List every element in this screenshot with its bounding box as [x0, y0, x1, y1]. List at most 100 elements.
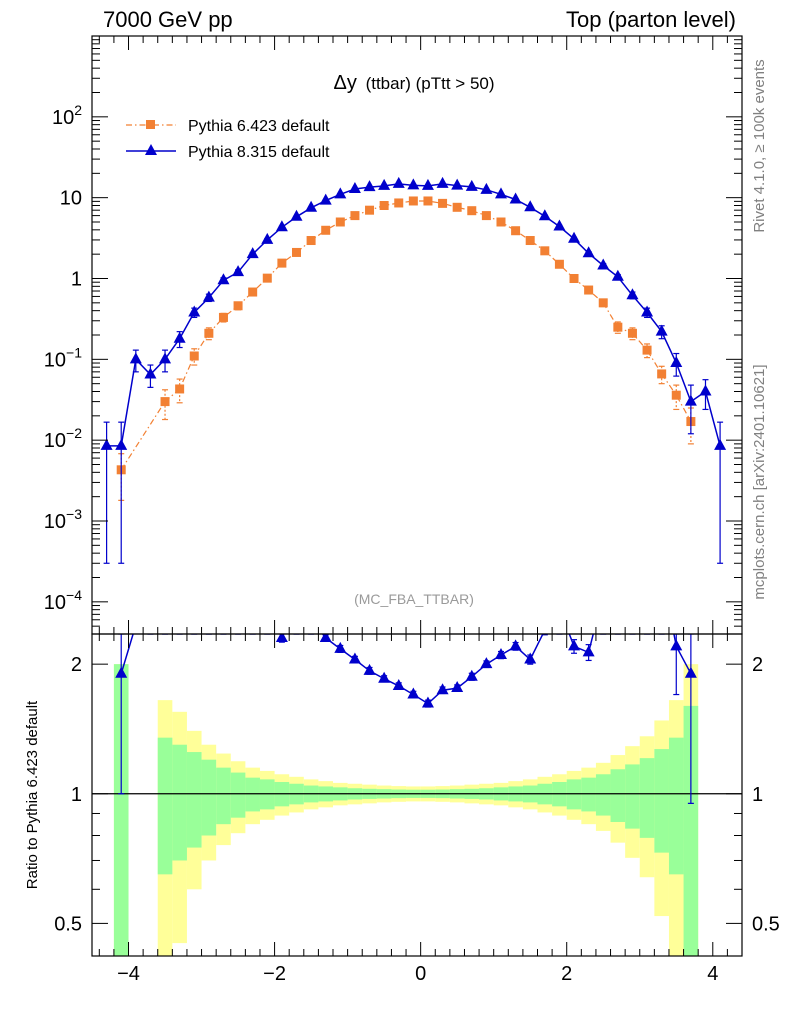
ratio-pythia8-point [494, 648, 507, 660]
pythia6-point [496, 217, 506, 227]
ratio-pythia8-point [407, 687, 420, 699]
pythia8-point [392, 176, 405, 188]
main-ytick-label: 102 [52, 102, 82, 129]
pythia8-point [232, 265, 245, 277]
pythia8-point [421, 178, 434, 190]
ratio-band-inner [683, 705, 699, 956]
pythia8-point [670, 356, 683, 368]
pythia8-point [436, 176, 449, 188]
pythia8-point [582, 246, 595, 258]
ratio-band-inner [201, 759, 217, 836]
pythia6-point [569, 273, 579, 283]
ratio-ytick-label-left: 2 [71, 654, 82, 676]
ratio-band-inner [595, 774, 611, 816]
ratio-ytick-label-left: 0.5 [54, 913, 82, 935]
main-ytick-label-base: 10 [60, 188, 82, 210]
ratio-pythia8-point [509, 639, 522, 651]
pythia8-point [378, 178, 391, 190]
side-label-mcplots: mcplots.cern.ch [arXiv:2401.10621] [751, 364, 768, 599]
pythia6-point [511, 226, 521, 236]
main-ytick-label-exp: −3 [66, 506, 82, 522]
pythia8-point [465, 179, 478, 191]
main-plot-area [100, 176, 727, 564]
ratio-band-inner [245, 777, 260, 812]
pythia8-point [655, 324, 668, 336]
pythia8-point [159, 352, 172, 364]
pythia6-point [598, 298, 608, 308]
ratio-pythia8-point [275, 634, 288, 643]
main-ytick-label: 10−4 [44, 587, 82, 614]
ratio-xtick-label: 2 [561, 963, 572, 985]
ratio-pythia8-point [568, 639, 581, 651]
pythia6-point [306, 236, 316, 246]
main-ytick-label-exp: −1 [66, 344, 82, 360]
ratio-band-inner [157, 737, 173, 875]
pythia6-point [365, 205, 375, 215]
pythia8-point [480, 182, 493, 194]
pythia6-point [350, 211, 360, 221]
pythia6-point [584, 285, 594, 295]
ratio-pythia8-point [392, 678, 405, 690]
ratio-pythia8-point [465, 669, 478, 681]
ratio-band-inner [668, 737, 684, 875]
pythia8-point [290, 209, 303, 221]
pythia6-point [438, 198, 448, 208]
analysis-tag: (MC_FBA_TTBAR) [354, 591, 474, 607]
ratio-pythia8-point [421, 696, 434, 708]
pythia8-point [115, 438, 128, 450]
pythia8-point [246, 247, 259, 259]
main-ytick-label: 10 [60, 188, 82, 210]
ratio-band-inner [259, 779, 275, 810]
pythia6-point [642, 345, 652, 355]
legend-marker-triangle [145, 144, 157, 155]
ratio-band-inner [566, 779, 582, 810]
pythia8-point [100, 438, 113, 450]
pythia6-point [394, 198, 404, 208]
pythia6-point [204, 328, 214, 338]
pythia8-point [699, 384, 712, 396]
pythia6-point [525, 236, 535, 246]
main-ytick-label-base: 1 [71, 268, 82, 290]
ratio-pythia8-point [334, 641, 347, 653]
pythia6-point [613, 322, 623, 332]
pythia8-point [188, 305, 201, 317]
pythia8-point [334, 187, 347, 199]
ratio-xtick-label: 4 [707, 963, 718, 985]
main-ytick-label-exp: −2 [66, 425, 82, 441]
ratio-ytick-label-right: 1 [752, 784, 763, 806]
pythia8-point [348, 182, 361, 194]
pythia8-point [275, 220, 288, 232]
pythia6-point [481, 211, 491, 221]
ratio-panel: −4 −2 0 2 4 0.5 0.5 1 1 2 2 [54, 633, 780, 985]
header-left: 7000 GeV pp [103, 7, 233, 32]
pythia8-point [641, 305, 654, 317]
pythia8-point [597, 258, 610, 270]
plot-title: Δy (ttbar) (pTtt > 50) [333, 72, 494, 94]
main-ytick-label-exp: −4 [66, 587, 82, 603]
pythia6-point [160, 397, 170, 407]
ratio-band-inner [654, 749, 669, 853]
ratio-band-inner [581, 777, 596, 812]
pythia6-point [321, 225, 331, 235]
main-ytick-label: 10−3 [44, 506, 82, 533]
pythia6-point [189, 351, 199, 361]
pythia8-point [714, 438, 727, 450]
ratio-pythia8-point [348, 652, 361, 664]
ratio-pythia8-point [378, 671, 391, 683]
main-ytick-label-base: 10 [52, 107, 74, 129]
pythia6-point [554, 259, 564, 269]
pythia6-point [291, 247, 301, 257]
pythia6-point [408, 196, 418, 206]
main-ytick-label-base: 10 [44, 349, 66, 371]
ratio-pythia8-point [684, 666, 697, 678]
ratio-pythia8-point [670, 639, 683, 651]
pythia6-point [233, 301, 243, 311]
main-ytick-label-base: 10 [44, 511, 66, 533]
ratio-pythia8-point [582, 645, 595, 657]
legend-label-pythia6: Pythia 6.423 default [188, 118, 330, 135]
pythia8-point [261, 232, 274, 244]
pythia8-point [319, 193, 332, 205]
pythia6-point [262, 273, 272, 283]
pythia8-point [553, 219, 566, 231]
